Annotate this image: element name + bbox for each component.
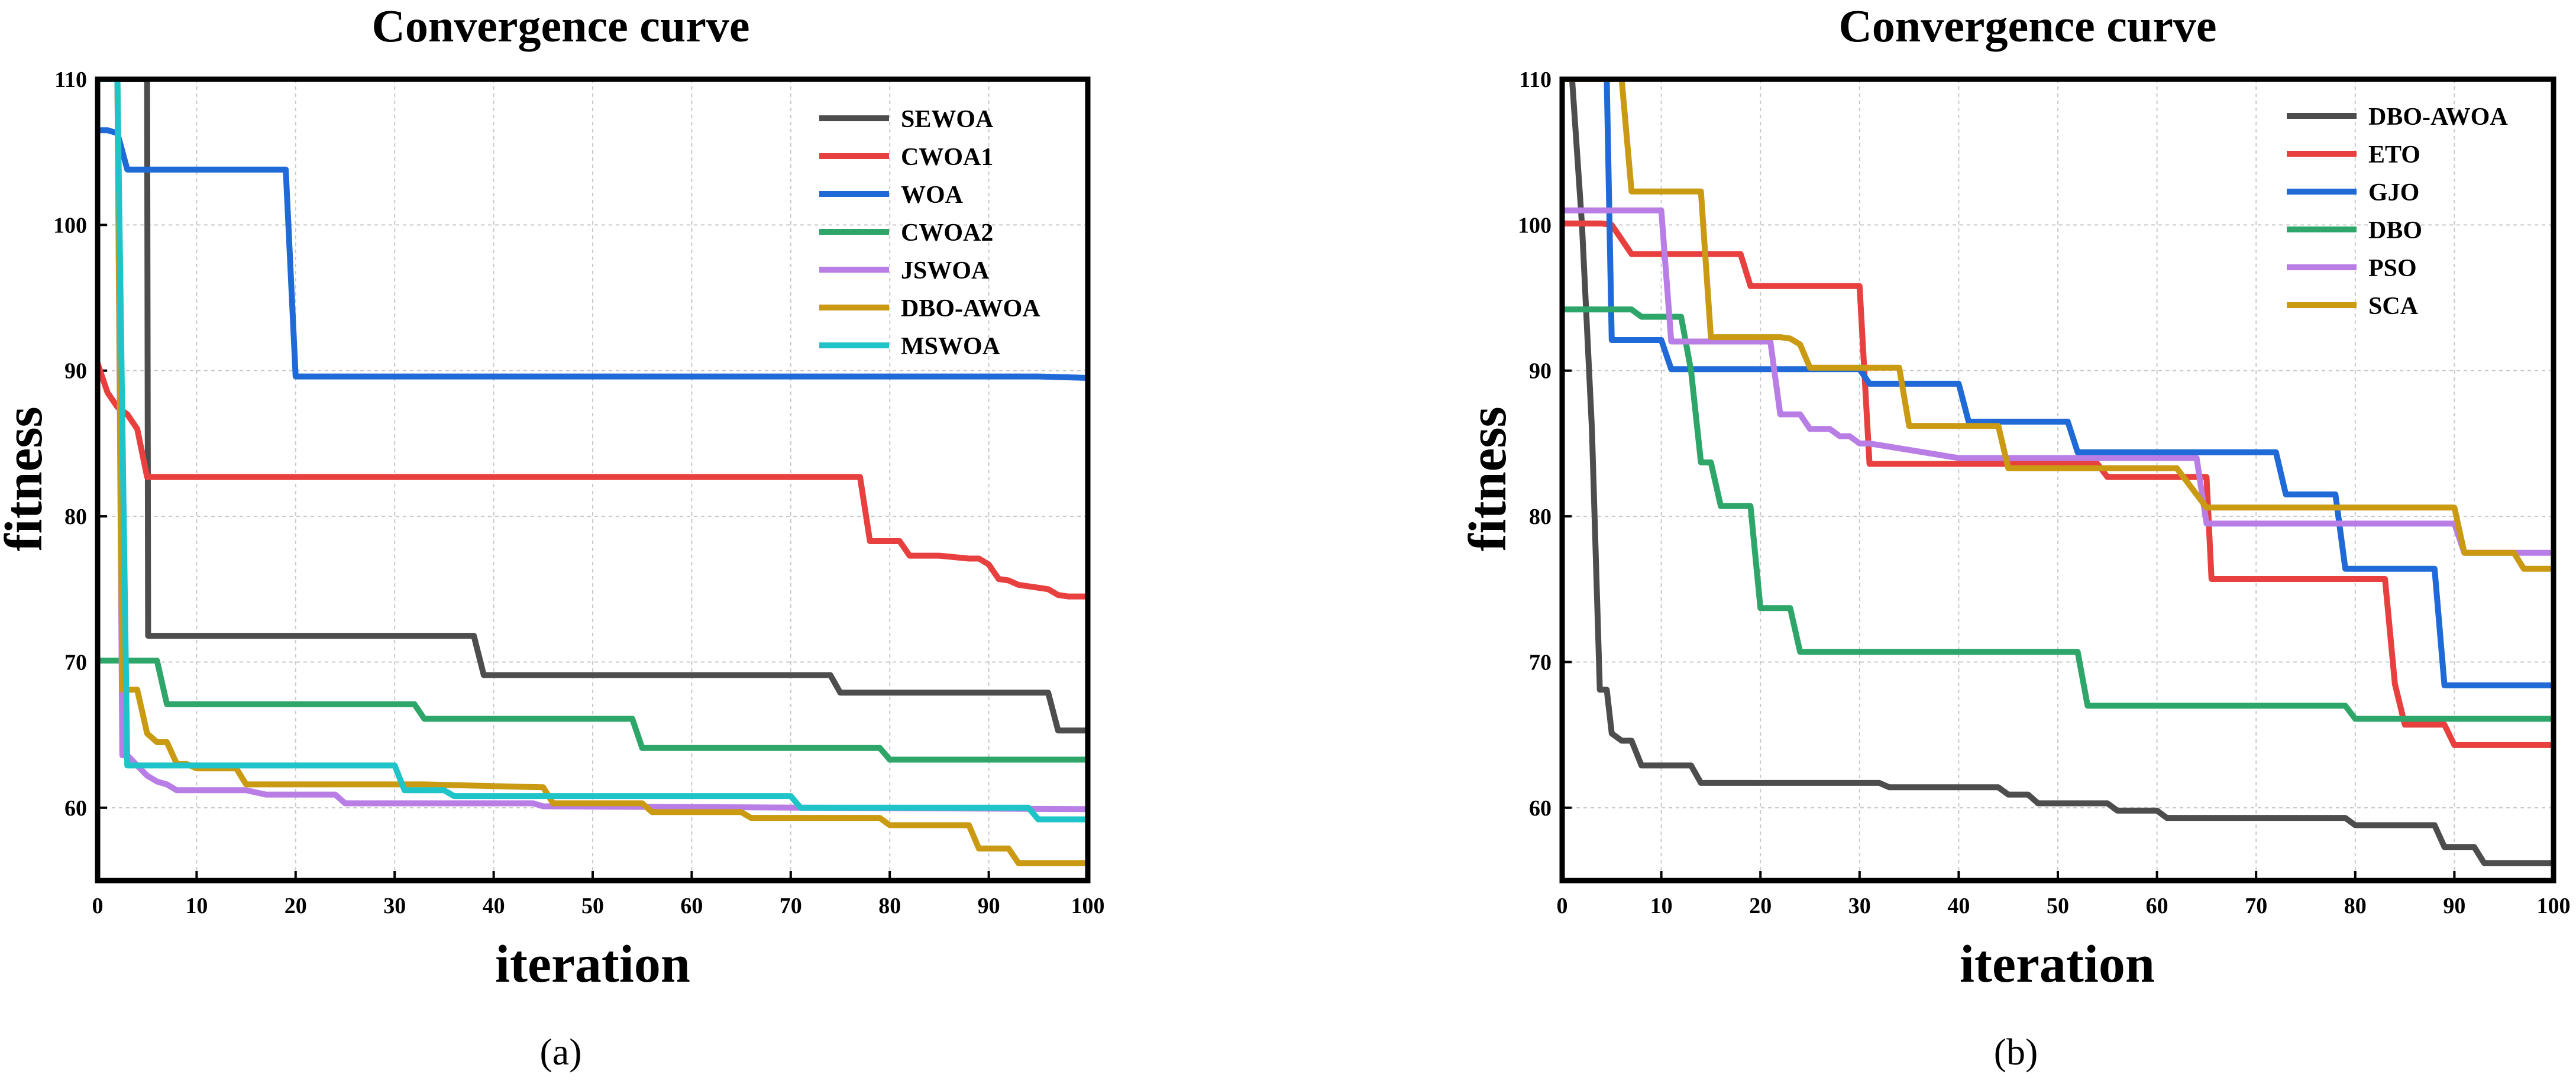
legend-label-gjo: GJO	[2368, 179, 2419, 206]
chart-title-a: Convergence curve	[372, 0, 750, 51]
y-tick-label: 100	[53, 213, 87, 238]
series-line-cwoa1	[98, 362, 1088, 600]
y-tick-label: 90	[1529, 359, 1552, 384]
legend-label-dbo: DBO	[2368, 217, 2422, 244]
x-tick-label: 90	[2443, 894, 2465, 918]
x-tick-label: 60	[2146, 894, 2168, 918]
x-tick-label: 70	[780, 894, 802, 918]
legend-label-jswoa: JSWOA	[901, 257, 990, 284]
y-axis-label-a: fitness	[0, 407, 53, 552]
series-line-jswoa	[98, 79, 1088, 813]
x-tick-label: 10	[1650, 894, 1673, 918]
y-tick-label: 60	[64, 796, 87, 821]
x-axis-label-a: iteration	[495, 935, 690, 994]
series-line-dbo	[1562, 306, 2554, 722]
x-tick-label: 30	[1848, 894, 1871, 918]
x-tick-label: 40	[483, 894, 505, 918]
legend-label-pso: PSO	[2368, 255, 2417, 282]
x-tick-label: 60	[680, 894, 703, 918]
x-tick-label: 20	[285, 894, 307, 918]
x-tick-label: 40	[1947, 894, 1970, 918]
x-tick-label: 0	[92, 894, 104, 918]
y-tick-label: 80	[64, 504, 87, 529]
y-tick-label: 80	[1529, 504, 1552, 529]
x-tick-label: 0	[1557, 894, 1568, 918]
series-line-sca	[1562, 79, 2554, 572]
legend-label-cwoa2: CWOA2	[901, 219, 993, 247]
y-tick-label: 70	[64, 650, 87, 675]
series-line-eto	[1562, 220, 2554, 748]
legend-label-eto: ETO	[2368, 141, 2420, 169]
y-tick-label: 70	[1529, 650, 1552, 675]
panel-a: Convergence curve 0 10 20 30 40 50 60 70 80 90 100…	[0, 0, 1105, 1073]
y-tick-label: 90	[64, 359, 87, 384]
legend-label-dbo-awoa: DBO-AWOA	[901, 295, 1040, 322]
x-tick-label: 20	[1749, 894, 1772, 918]
chart-title-b: Convergence curve	[1839, 0, 2217, 51]
series-layer-a	[98, 79, 1088, 866]
y-tick-label: 100	[1518, 213, 1552, 238]
legend-label-mswoa: MSWOA	[901, 333, 1001, 360]
x-tick-label: 100	[2537, 894, 2571, 918]
legend-label-woa: WOA	[901, 182, 964, 209]
series-line-sewoa	[98, 79, 1088, 734]
legend-b: DBO-AWOA ETO GJO DBO PSO SCA	[2287, 103, 2508, 320]
series-line-dbo-awoa	[98, 79, 1088, 866]
legend-label-sca: SCA	[2368, 293, 2419, 320]
legend-a: SEWOA CWOA1 WOA CWOA2 JSWOA DBO-AWOA MSWOA	[819, 106, 1040, 360]
y-tick-label: 110	[1519, 67, 1552, 92]
legend-label-cwoa1: CWOA1	[901, 144, 993, 171]
x-tick-label: 70	[2245, 894, 2267, 918]
series-line-woa	[98, 127, 1088, 381]
x-tick-label: 80	[2344, 894, 2367, 918]
y-axis-label-b: fitness	[1459, 407, 1517, 552]
y-tick-label: 110	[54, 67, 87, 92]
series-layer-b	[1562, 79, 2554, 866]
x-tick-label: 100	[1071, 894, 1105, 918]
panel-b: Convergence curve 0 10 20 30 40 50 60 70 80 90 100…	[1459, 0, 2571, 1073]
x-tick-label: 50	[2047, 894, 2069, 918]
legend-label-dbo-awoa: DBO-AWOA	[2368, 103, 2508, 131]
plot-frame-a	[95, 76, 1091, 884]
panel-caption-b: (b)	[1994, 1031, 2038, 1073]
x-tick-label: 10	[185, 894, 208, 918]
x-axis-label-b: iteration	[1960, 935, 2155, 994]
legend-label-sewoa: SEWOA	[901, 106, 994, 133]
x-tick-label: 30	[383, 894, 406, 918]
panel-caption-a: (a)	[539, 1031, 581, 1073]
x-tick-label: 90	[978, 894, 1000, 918]
x-tick-label: 50	[581, 894, 604, 918]
y-tick-label: 60	[1529, 796, 1552, 821]
series-line-dbo-awoa	[1562, 79, 2554, 866]
series-line-mswoa	[98, 79, 1088, 823]
series-line-gjo	[1562, 79, 2554, 688]
series-line-cwoa2	[98, 658, 1088, 763]
plot-frame-b	[1559, 76, 2556, 884]
x-tick-label: 80	[878, 894, 901, 918]
